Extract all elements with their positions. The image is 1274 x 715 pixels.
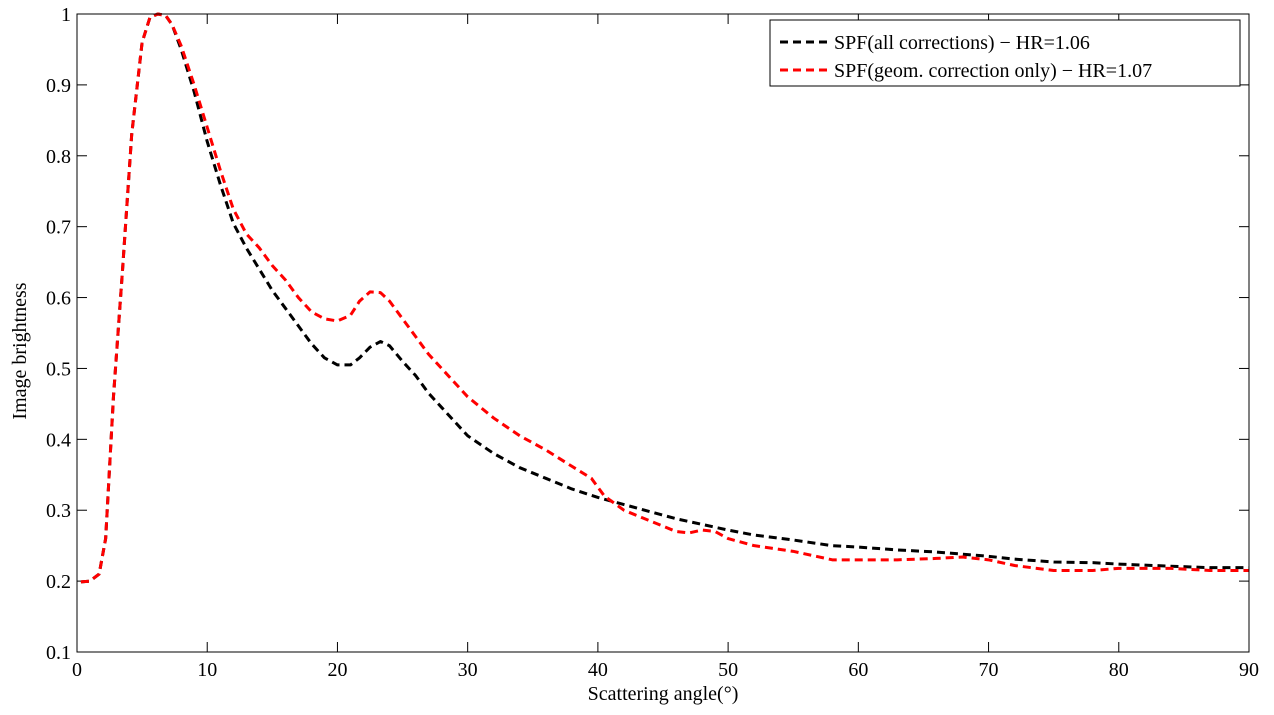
y-tick-label: 0.1 (46, 642, 71, 664)
series-2 (80, 12, 1249, 584)
y-tick-label: 0.4 (46, 429, 71, 451)
x-tick-label: 90 (1239, 659, 1259, 681)
y-tick-label: 0.6 (46, 288, 71, 310)
x-tick-label: 70 (979, 659, 999, 681)
legend: SPF(all corrections) − HR=1.06 SPF(geom.… (769, 19, 1241, 87)
y-tick-label: 1 (61, 4, 71, 26)
plot-frame (76, 13, 1250, 653)
y-tick-label: 0.3 (46, 500, 71, 522)
x-axis-title: Scattering angle(°) (588, 683, 739, 705)
x-tick-label: 30 (458, 659, 478, 681)
y-axis-title: Image brightness (9, 282, 31, 419)
x-tick-label: 40 (588, 659, 608, 681)
legend-box (769, 19, 1241, 87)
x-tick-label: 50 (718, 659, 738, 681)
series-2-line (80, 12, 1249, 584)
x-tick-label: 80 (1109, 659, 1129, 681)
y-tick-label: 0.9 (46, 75, 71, 97)
x-tick-label: 20 (327, 659, 347, 681)
y-tick-label: 0.5 (46, 358, 71, 380)
x-tick-label: 10 (197, 659, 217, 681)
y-tick-label: 0.7 (46, 217, 71, 239)
x-tick-labels: 0 10 20 30 40 50 60 70 80 90 (72, 659, 1259, 681)
y-tick-label: 0.2 (46, 571, 71, 593)
y-tick-label: 0.8 (46, 146, 71, 168)
x-tick-label: 60 (848, 659, 868, 681)
series-lines (80, 12, 1249, 584)
legend-label-series-2: SPF(geom. correction only) − HR=1.07 (834, 60, 1152, 82)
legend-label-series-1: SPF(all corrections) − HR=1.06 (834, 32, 1090, 54)
y-tick-labels: 0.1 0.2 0.3 0.4 0.5 0.6 0.7 0.8 0.9 1 (46, 4, 71, 664)
x-tick-label: 0 (72, 659, 82, 681)
